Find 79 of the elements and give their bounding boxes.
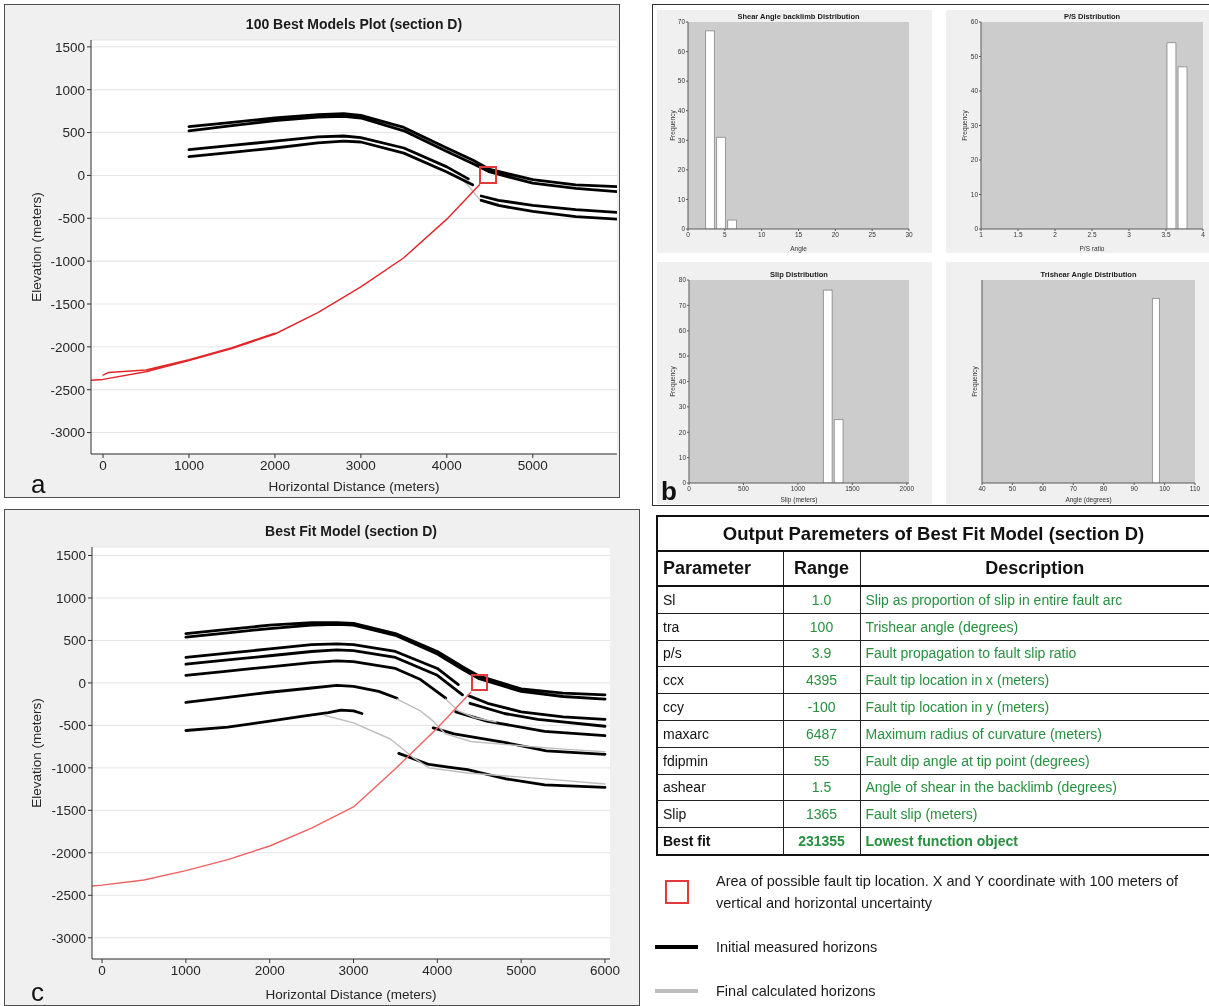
text: Fault slip (meters) (860, 800, 1209, 828)
y-tick-label: 1500 (54, 39, 85, 55)
y-tick-label: -2500 (51, 888, 86, 904)
legend-label: Final calculated horizons (716, 982, 877, 1001)
chart-title: Best Fit Model (section D) (264, 522, 438, 540)
text: b (661, 476, 677, 506)
x-axis-title: Horizontal Distance (meters) (265, 987, 437, 1002)
text: p/s (657, 640, 783, 667)
y-tick-label: -500 (57, 211, 85, 227)
y-axis-title: Elevation (meters) (28, 698, 44, 808)
y-tick-label: 1000 (55, 590, 86, 606)
text: tra (657, 613, 783, 641)
text: 6487 (783, 720, 860, 748)
text: Fault tip location in y (meters) (860, 693, 1209, 721)
x-tick-label: 2000 (259, 457, 290, 473)
x-tick-label: 0 (99, 457, 107, 473)
text: Slip as proportion of slip in entire fault arc (860, 586, 1209, 614)
text: ccx (657, 666, 783, 694)
text: Lowest function object (860, 827, 1209, 855)
y-tick-label: -3000 (50, 425, 85, 441)
text: maxarc (657, 720, 783, 748)
text: 1.0 (783, 586, 860, 614)
y-tick-label: -3000 (51, 930, 86, 946)
text: Fault dip angle at tip point (degrees) (860, 747, 1209, 775)
x-tick-label: 5000 (506, 962, 537, 978)
x-tick-label: 1000 (173, 457, 204, 473)
text: 1365 (783, 800, 860, 828)
y-tick-label: 500 (62, 125, 85, 141)
x-tick-label: 6000 (589, 962, 620, 978)
text: Output Paremeters of Best Fit Model (section D) (657, 516, 1209, 551)
text: Best fit (657, 827, 783, 855)
y-tick-label: 1500 (55, 548, 86, 564)
text: fdipmin (657, 747, 783, 775)
text: Sl (657, 586, 783, 614)
y-tick-label: 0 (78, 675, 86, 691)
y-tick-label: 1000 (54, 82, 85, 98)
category-label: Parameter (657, 551, 783, 586)
x-tick-label: 3000 (345, 457, 376, 473)
text: Maximum radius of curvature (meters) (860, 720, 1209, 748)
text: 1.5 (783, 774, 860, 801)
x-tick-label: 4000 (431, 457, 462, 473)
x-tick-label: 5000 (517, 457, 548, 473)
text: 231355 (783, 827, 860, 855)
y-tick-label: -1500 (50, 296, 85, 312)
x-tick-label: 2000 (254, 962, 285, 978)
text: 55 (783, 747, 860, 775)
text: 4395 (783, 666, 860, 694)
text: ccy (657, 693, 783, 721)
text: a (31, 469, 46, 499)
x-tick-label: 4000 (422, 962, 453, 978)
y-tick-label: 500 (63, 633, 86, 649)
y-tick-label: -1000 (51, 760, 86, 776)
x-axis-title: Horizontal Distance (meters) (268, 479, 440, 494)
legend-label: Initial measured horizons (716, 938, 879, 957)
y-tick-label: -500 (58, 718, 86, 734)
y-axis-title: Elevation (meters) (28, 192, 44, 302)
text: Fault tip location in x (meters) (860, 666, 1209, 694)
text: Fault propagation to fault slip ratio (860, 640, 1209, 667)
y-tick-label: -1500 (51, 803, 86, 819)
text: Slip (657, 800, 783, 828)
chart-title: 100 Best Models Plot (section D) (244, 15, 464, 33)
text: Angle of shear in the backlimb (degrees) (860, 774, 1209, 801)
x-tick-label: 1000 (170, 962, 201, 978)
text: 100 (783, 613, 860, 641)
y-tick-label: -2500 (50, 382, 85, 398)
y-tick-label: -2000 (50, 339, 85, 355)
text: c (31, 977, 44, 1006)
text: 3.9 (783, 640, 860, 667)
y-tick-label: -1000 (50, 253, 85, 269)
x-tick-label: 0 (98, 962, 106, 978)
category-label: Range (783, 551, 860, 586)
x-tick-label: 3000 (338, 962, 369, 978)
text: ashear (657, 774, 783, 801)
text: Trishear angle (degrees) (860, 613, 1209, 641)
legend-label: Area of possible fault tip location. X and Y coordinate with 100 meters of vertical and horizontal uncertainty (716, 872, 1180, 913)
y-tick-label: 0 (77, 168, 85, 184)
category-label: Description (860, 551, 1209, 586)
y-tick-label: -2000 (51, 845, 86, 861)
text: -100 (783, 693, 860, 721)
